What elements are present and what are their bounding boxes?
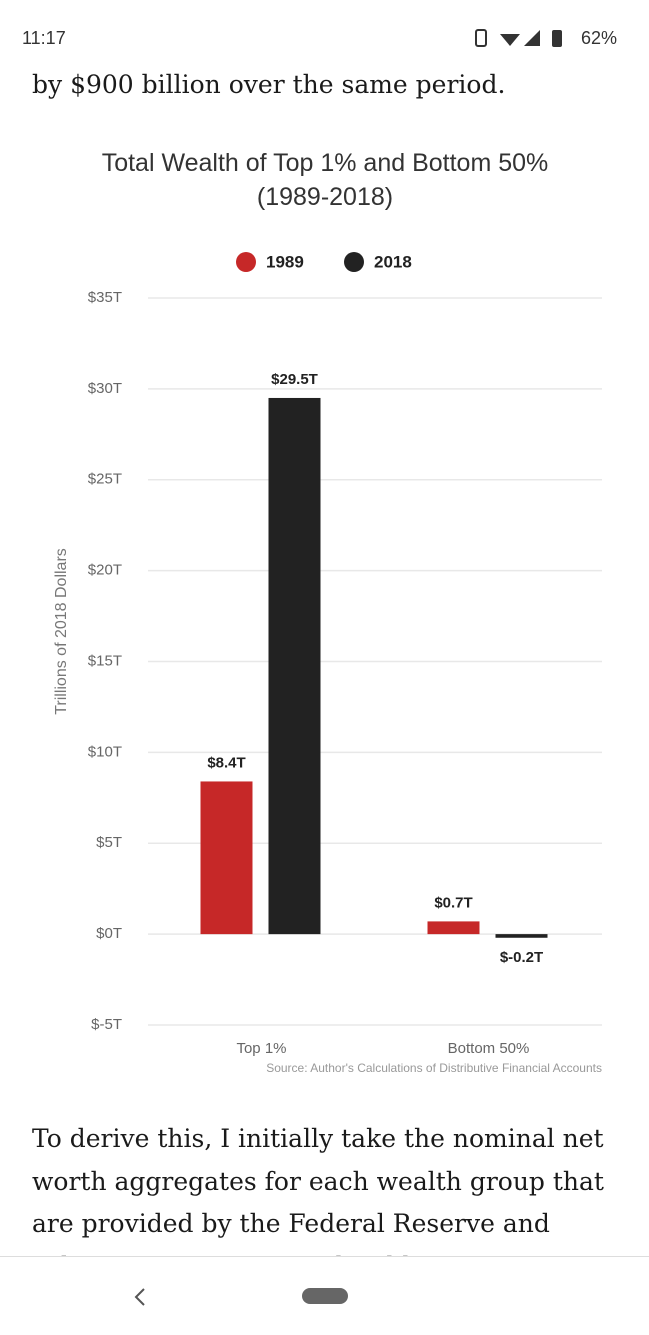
chart-source: Source: Author's Calculations of Distrib… — [266, 1061, 602, 1075]
y-tick-label: $15T — [88, 652, 122, 669]
bar — [427, 921, 480, 935]
article-line: To derive this, I initially take the nom… — [32, 1124, 604, 1153]
status-bar: 11:17 62% — [0, 0, 649, 72]
y-tick-label: $30T — [88, 380, 122, 397]
status-time: 11:17 — [22, 28, 66, 48]
bar — [495, 934, 548, 938]
chart: 1989 2018 $-5T $0T $5T $10T $15T $20T $25T $30T $3… — [53, 252, 602, 1075]
x-tick-label: Bottom 50% — [448, 1040, 530, 1057]
y-axis-label: Trillions of 2018 Dollars — [53, 548, 70, 715]
value-label: $0.7T — [434, 894, 472, 911]
bar — [200, 781, 253, 935]
y-tick-label: $-5T — [91, 1016, 122, 1033]
y-tick-label: $10T — [88, 743, 122, 760]
y-tick-label: $20T — [88, 562, 122, 579]
home-button[interactable] — [302, 1288, 348, 1304]
back-button[interactable] — [130, 1285, 150, 1309]
legend-swatch — [344, 252, 364, 272]
article-line: are provided by the Federal Reserve and — [32, 1209, 550, 1238]
legend-label: 2018 — [374, 252, 412, 271]
bar — [268, 397, 321, 935]
legend-label: 1989 — [266, 252, 304, 271]
y-tick-label: $25T — [88, 471, 122, 488]
status-battery: 62% — [581, 28, 618, 48]
article-line: worth aggregates for each wealth group t… — [32, 1166, 604, 1196]
status-icons — [475, 29, 562, 47]
article-text-above: by $900 billion over the same period. — [32, 70, 506, 99]
nav-bar — [0, 1256, 649, 1335]
chart-title: Total Wealth of Top 1% and Bottom 50% (1… — [101, 149, 549, 211]
legend-swatch — [236, 252, 256, 272]
y-tick-label: $35T — [88, 289, 122, 306]
value-label: $8.4T — [207, 754, 245, 771]
y-tick-label: $5T — [96, 834, 122, 851]
x-tick-label: Top 1% — [236, 1040, 286, 1057]
value-label: $-0.2T — [500, 949, 543, 966]
y-tick-label: $0T — [96, 925, 122, 942]
value-label: $29.5T — [271, 371, 318, 388]
